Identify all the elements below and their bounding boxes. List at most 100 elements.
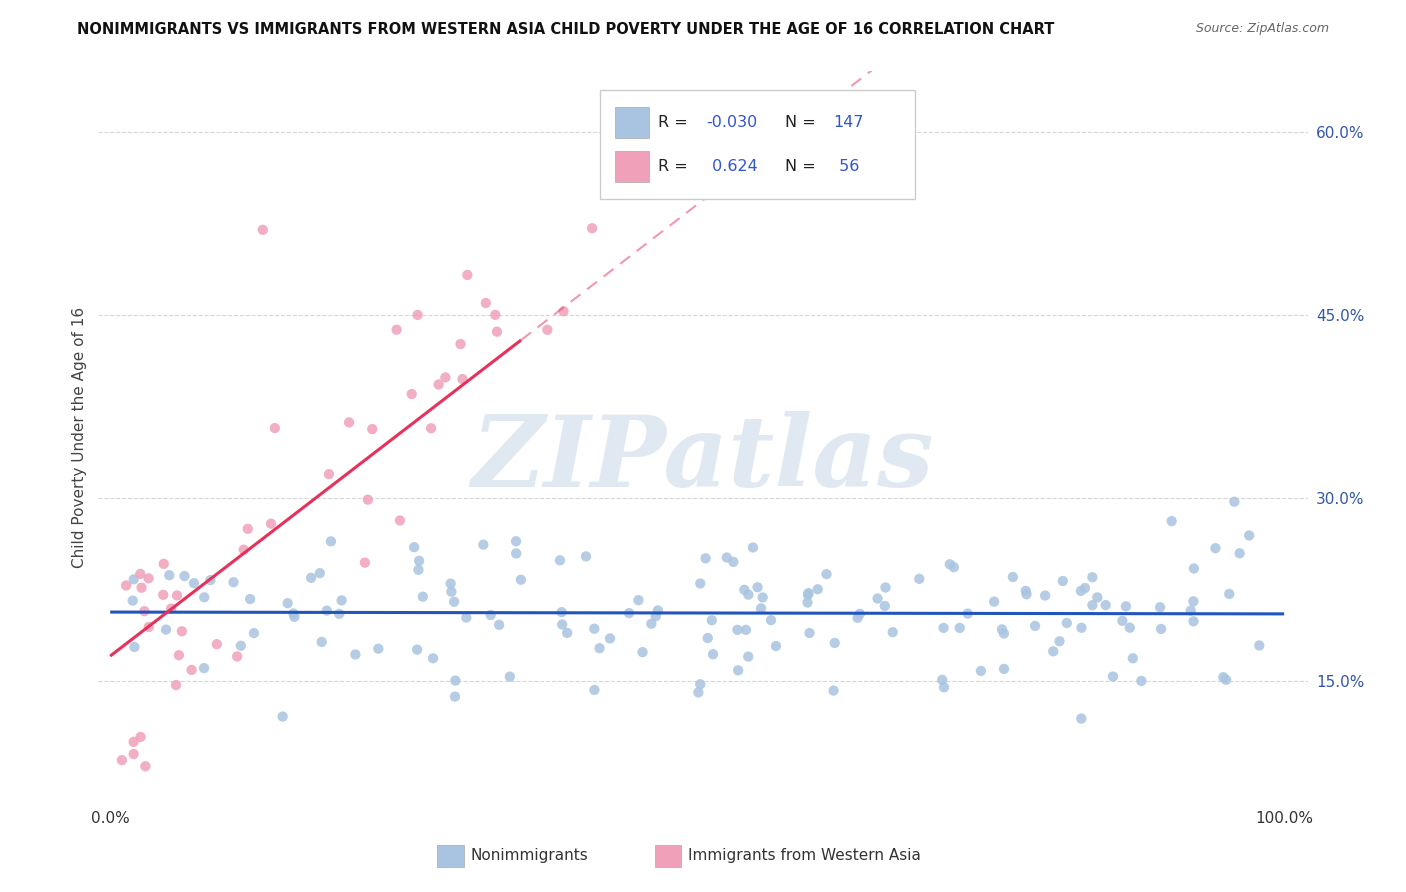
Point <box>484 308 506 322</box>
Point <box>631 645 654 659</box>
Point <box>797 588 820 602</box>
Point <box>884 125 907 139</box>
Text: Source: ZipAtlas.com: Source: ZipAtlas.com <box>1195 22 1329 36</box>
Point <box>1122 651 1144 665</box>
Point <box>252 223 274 237</box>
Point <box>873 599 896 613</box>
Text: 56: 56 <box>834 159 859 174</box>
Point <box>1033 589 1056 603</box>
Point <box>385 323 408 337</box>
Text: -0.030: -0.030 <box>707 115 758 130</box>
Point <box>735 623 758 637</box>
Point <box>815 567 838 582</box>
Point <box>472 538 495 552</box>
Point <box>931 673 953 687</box>
Point <box>444 673 467 688</box>
Point <box>404 540 426 554</box>
Point <box>122 735 145 749</box>
Point <box>583 682 606 697</box>
Point <box>451 372 474 386</box>
Point <box>765 639 787 653</box>
Point <box>124 640 146 654</box>
Point <box>799 626 821 640</box>
Point <box>846 125 869 139</box>
Point <box>193 661 215 675</box>
Point <box>122 572 145 586</box>
Point <box>1182 615 1205 629</box>
Point <box>1102 669 1125 683</box>
Point <box>1215 673 1237 687</box>
Point <box>475 296 498 310</box>
Point <box>863 125 886 139</box>
Point <box>983 594 1005 608</box>
Point <box>581 221 603 235</box>
Text: N =: N = <box>785 115 821 130</box>
Point <box>263 421 285 435</box>
Point <box>408 554 430 568</box>
FancyBboxPatch shape <box>600 90 915 200</box>
Point <box>737 649 759 664</box>
Point <box>617 606 640 620</box>
Point <box>727 664 749 678</box>
Point <box>170 624 193 639</box>
Point <box>824 636 846 650</box>
Point <box>1074 581 1097 595</box>
Point <box>807 582 830 597</box>
Point <box>134 604 156 618</box>
Point <box>659 178 682 192</box>
Point <box>200 573 222 587</box>
Point <box>222 575 245 590</box>
Point <box>129 566 152 581</box>
Point <box>689 576 711 591</box>
Point <box>408 563 430 577</box>
Point <box>908 572 931 586</box>
Point <box>599 632 621 646</box>
Point <box>640 616 662 631</box>
Point <box>700 613 723 627</box>
Point <box>1223 494 1246 508</box>
Point <box>357 492 380 507</box>
Point <box>1070 583 1092 598</box>
Point <box>166 589 188 603</box>
Point <box>344 648 367 662</box>
Point <box>588 641 610 656</box>
Point <box>131 581 153 595</box>
Y-axis label: Child Poverty Under the Age of 16: Child Poverty Under the Age of 16 <box>72 307 87 567</box>
Point <box>111 753 134 767</box>
Point <box>406 642 429 657</box>
Point <box>226 649 249 664</box>
Point <box>932 621 955 635</box>
Point <box>1024 619 1046 633</box>
Point <box>725 623 748 637</box>
Text: ZIPatlas: ZIPatlas <box>472 411 934 508</box>
Point <box>239 592 262 607</box>
Point <box>319 534 342 549</box>
Point <box>1111 614 1133 628</box>
Point <box>1150 622 1173 636</box>
Point <box>283 610 305 624</box>
Point <box>970 664 993 678</box>
Text: R =: R = <box>658 159 693 174</box>
Point <box>236 522 259 536</box>
Point <box>1081 598 1104 612</box>
Point <box>318 467 340 482</box>
Point <box>193 591 215 605</box>
Point <box>751 591 773 605</box>
Point <box>627 593 650 607</box>
Point <box>157 568 180 582</box>
Point <box>548 553 571 567</box>
Text: Nonimmigrants: Nonimmigrants <box>471 848 589 863</box>
Point <box>846 611 869 625</box>
Point <box>138 620 160 634</box>
Point <box>1015 583 1038 598</box>
Text: 147: 147 <box>834 115 865 130</box>
Point <box>361 422 384 436</box>
Point <box>849 607 872 621</box>
Point <box>444 690 467 704</box>
Point <box>889 125 911 139</box>
Point <box>311 635 333 649</box>
Point <box>956 607 979 621</box>
Point <box>1094 598 1116 612</box>
Point <box>723 555 745 569</box>
Point <box>152 588 174 602</box>
